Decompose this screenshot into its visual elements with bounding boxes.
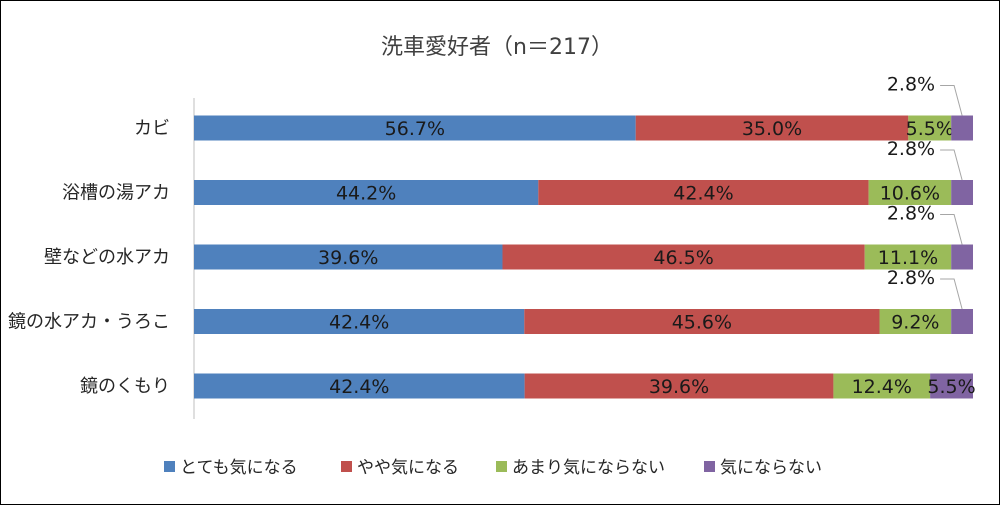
data-label: 5.5% (906, 118, 954, 140)
data-label: 11.1% (878, 247, 938, 269)
callout-leader (940, 278, 963, 310)
bar-segment (864, 244, 952, 270)
bar-segment (833, 373, 931, 399)
bar-segment (951, 244, 973, 270)
data-label: 5.5% (927, 376, 975, 398)
legend-swatch (164, 461, 175, 472)
data-label: 39.6% (649, 376, 709, 398)
data-label: 35.0% (742, 118, 802, 140)
legend-item: 気にならない (704, 458, 822, 478)
callout-leader (940, 214, 963, 245)
bar-segment (502, 244, 865, 270)
data-label: 56.7% (385, 118, 445, 140)
bar-segment (194, 180, 539, 205)
data-label: 39.6% (318, 247, 378, 269)
data-label: 45.6% (672, 312, 732, 334)
bar-segment (951, 309, 973, 334)
data-label: 46.5% (653, 247, 713, 269)
category-label: 鏡の水アカ・うろこ (8, 312, 170, 333)
legend-item: あまり気にならない (496, 458, 665, 478)
data-label: 44.2% (336, 183, 396, 205)
legend-label: やや気になる (357, 458, 459, 478)
data-label: 2.8% (887, 74, 935, 96)
category-label: 壁などの水アカ (44, 247, 170, 268)
data-label: 42.4% (329, 312, 389, 334)
bar-segment (194, 309, 525, 334)
bar-segment (930, 373, 973, 399)
data-label: 9.2% (891, 312, 939, 334)
category-label: カビ (134, 118, 170, 139)
bar-segment (635, 115, 909, 141)
callout-leader (940, 85, 963, 116)
bar-segment (908, 115, 952, 141)
bar-segment (524, 309, 880, 334)
legend-item: やや気になる (341, 458, 459, 478)
legend-item: とても気になる (164, 458, 298, 478)
callout-leader (940, 149, 963, 181)
data-label: 2.8% (887, 138, 935, 160)
bar-segment (194, 373, 525, 399)
data-label: 12.4% (852, 376, 912, 398)
data-label: 10.6% (880, 183, 940, 205)
chart-title: 洗車愛好者（n＝217） (381, 35, 613, 60)
bar-segment (524, 373, 834, 399)
bar-segment (538, 180, 869, 205)
bar-segment (879, 309, 952, 334)
bar-segment (951, 180, 973, 205)
bar-segment (194, 244, 503, 270)
data-label: 2.8% (887, 203, 935, 225)
data-label: 2.8% (887, 267, 935, 289)
data-label: 42.4% (673, 183, 733, 205)
bar-segment (951, 115, 973, 141)
bar-segment (194, 115, 636, 141)
legend-swatch (496, 461, 507, 472)
category-label: 浴槽の湯アカ (62, 183, 170, 204)
data-label: 42.4% (329, 376, 389, 398)
legend-label: あまり気にならない (512, 458, 665, 478)
category-label: 鏡のくもり (80, 376, 170, 397)
legend-label: 気にならない (720, 458, 822, 478)
legend-label: とても気になる (180, 458, 298, 478)
legend-swatch (704, 461, 715, 472)
bar-segment (868, 180, 952, 205)
legend-swatch (341, 461, 352, 472)
